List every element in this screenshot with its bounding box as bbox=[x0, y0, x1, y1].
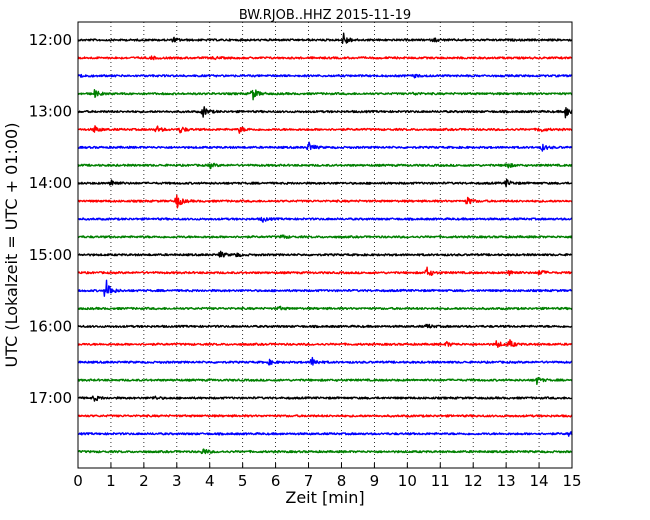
trace-line bbox=[77, 395, 573, 402]
trace-line bbox=[77, 414, 573, 418]
trace-line bbox=[77, 88, 573, 101]
trace-line bbox=[77, 431, 573, 437]
trace-line bbox=[77, 194, 573, 209]
x-tick-label: 0 bbox=[73, 472, 83, 490]
x-tick-label: 4 bbox=[205, 472, 215, 490]
x-tick-label: 3 bbox=[172, 472, 182, 490]
y-tick-label: 13:00 bbox=[29, 103, 72, 121]
x-axis: 0 1 2 3 4 5 6 7 8 9 10 11 12 13 14 15 bbox=[73, 463, 582, 490]
x-tick-label: 7 bbox=[304, 472, 314, 490]
trace-line bbox=[77, 234, 573, 239]
y-tick-label: 14:00 bbox=[29, 174, 72, 192]
x-tick-label: 14 bbox=[530, 472, 549, 490]
x-tick-label: 2 bbox=[139, 472, 149, 490]
trace-line bbox=[77, 162, 573, 170]
x-tick-label: 15 bbox=[562, 472, 581, 490]
y-tick-label: 16:00 bbox=[29, 317, 72, 335]
trace-line bbox=[77, 125, 573, 134]
x-tick-label: 10 bbox=[398, 472, 417, 490]
trace-line bbox=[77, 279, 573, 297]
trace-line bbox=[77, 356, 573, 366]
trace-group bbox=[77, 32, 573, 455]
x-tick-label: 11 bbox=[431, 472, 450, 490]
chart-title: BW.RJOB..HHZ 2015-11-19 bbox=[239, 8, 411, 23]
x-tick-label: 6 bbox=[271, 472, 281, 490]
trace-line bbox=[77, 178, 573, 188]
x-tick-label: 12 bbox=[464, 472, 483, 490]
trace-line bbox=[77, 250, 573, 258]
plot-frame bbox=[77, 21, 573, 469]
x-tick-label: 9 bbox=[370, 472, 380, 490]
trace-line bbox=[77, 216, 573, 223]
trace-line bbox=[77, 305, 573, 311]
y-tick-label: 12:00 bbox=[29, 31, 72, 49]
y-tick-label: 15:00 bbox=[29, 246, 72, 264]
x-tick-label: 5 bbox=[238, 472, 248, 490]
trace-line bbox=[77, 32, 573, 44]
trace-line bbox=[77, 106, 573, 119]
x-tick-label: 8 bbox=[337, 472, 347, 490]
y-axis-label: UTC (Lokalzeit = UTC + 01:00) bbox=[2, 123, 21, 368]
x-axis-label: Zeit [min] bbox=[285, 488, 364, 507]
x-tick-label: 13 bbox=[497, 472, 516, 490]
trace-line bbox=[77, 266, 573, 276]
y-axis: 12:00 13:00 14:00 15:00 16:00 17:00 bbox=[29, 31, 83, 407]
y-tick-label: 17:00 bbox=[29, 389, 72, 407]
trace-line bbox=[77, 55, 573, 61]
trace-line bbox=[77, 376, 573, 386]
trace-line bbox=[77, 339, 573, 349]
trace-line bbox=[77, 141, 573, 152]
trace-line bbox=[77, 323, 573, 329]
x-tick-label: 1 bbox=[106, 472, 116, 490]
trace-line bbox=[77, 73, 573, 79]
trace-line bbox=[77, 448, 573, 455]
